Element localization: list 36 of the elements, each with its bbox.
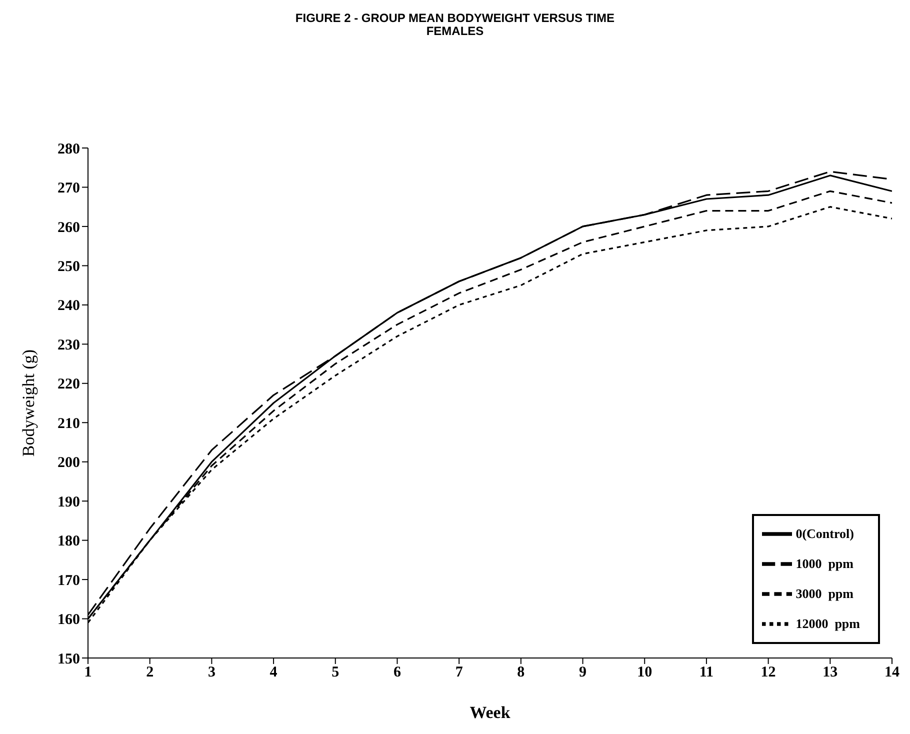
legend-label: 3000 ppm [796, 586, 854, 602]
x-tick-label: 6 [393, 664, 402, 681]
y-tick-label: 280 [58, 141, 80, 158]
x-tick-label: 4 [270, 664, 278, 681]
x-tick-label: 14 [884, 664, 900, 681]
x-tick-label: 13 [822, 664, 838, 681]
y-tick-label: 220 [58, 376, 80, 393]
chart-title: FIGURE 2 - GROUP MEAN BODYWEIGHT VERSUS TIME [294, 11, 616, 25]
y-tick-label: 180 [58, 534, 80, 550]
y-tick-label: 240 [58, 298, 80, 314]
y-tick-label: 230 [58, 337, 80, 354]
x-tick-label: 11 [699, 664, 714, 681]
y-tick-label: 210 [58, 416, 80, 432]
x-tick-label: 2 [146, 664, 154, 681]
y-tick-label: 190 [58, 494, 80, 510]
x-tick-label: 7 [455, 664, 464, 681]
x-tick-label: 3 [208, 664, 216, 681]
legend-label: 0(Control) [796, 526, 854, 542]
y-tick-label: 160 [58, 612, 80, 628]
y-tick-label: 270 [58, 180, 80, 197]
legend-label: 12000 ppm [796, 616, 860, 632]
x-tick-label: 8 [517, 664, 525, 681]
x-tick-label: 5 [332, 664, 340, 681]
y-tick-label: 150 [58, 651, 80, 668]
chart-subtitle: FEMALES [425, 24, 485, 38]
x-tick-label: 12 [760, 664, 776, 681]
legend-label: 1000 ppm [796, 556, 854, 572]
x-tick-label: 9 [579, 664, 587, 681]
y-axis-title: Bodyweight (g) [19, 349, 38, 457]
x-tick-label: 1 [84, 664, 92, 681]
y-tick-label: 200 [58, 455, 80, 472]
x-tick-label: 10 [637, 664, 652, 681]
y-tick-label: 250 [58, 259, 80, 276]
x-axis-title: Week [470, 703, 511, 722]
y-tick-label: 260 [58, 220, 80, 236]
y-tick-label: 170 [58, 572, 80, 589]
